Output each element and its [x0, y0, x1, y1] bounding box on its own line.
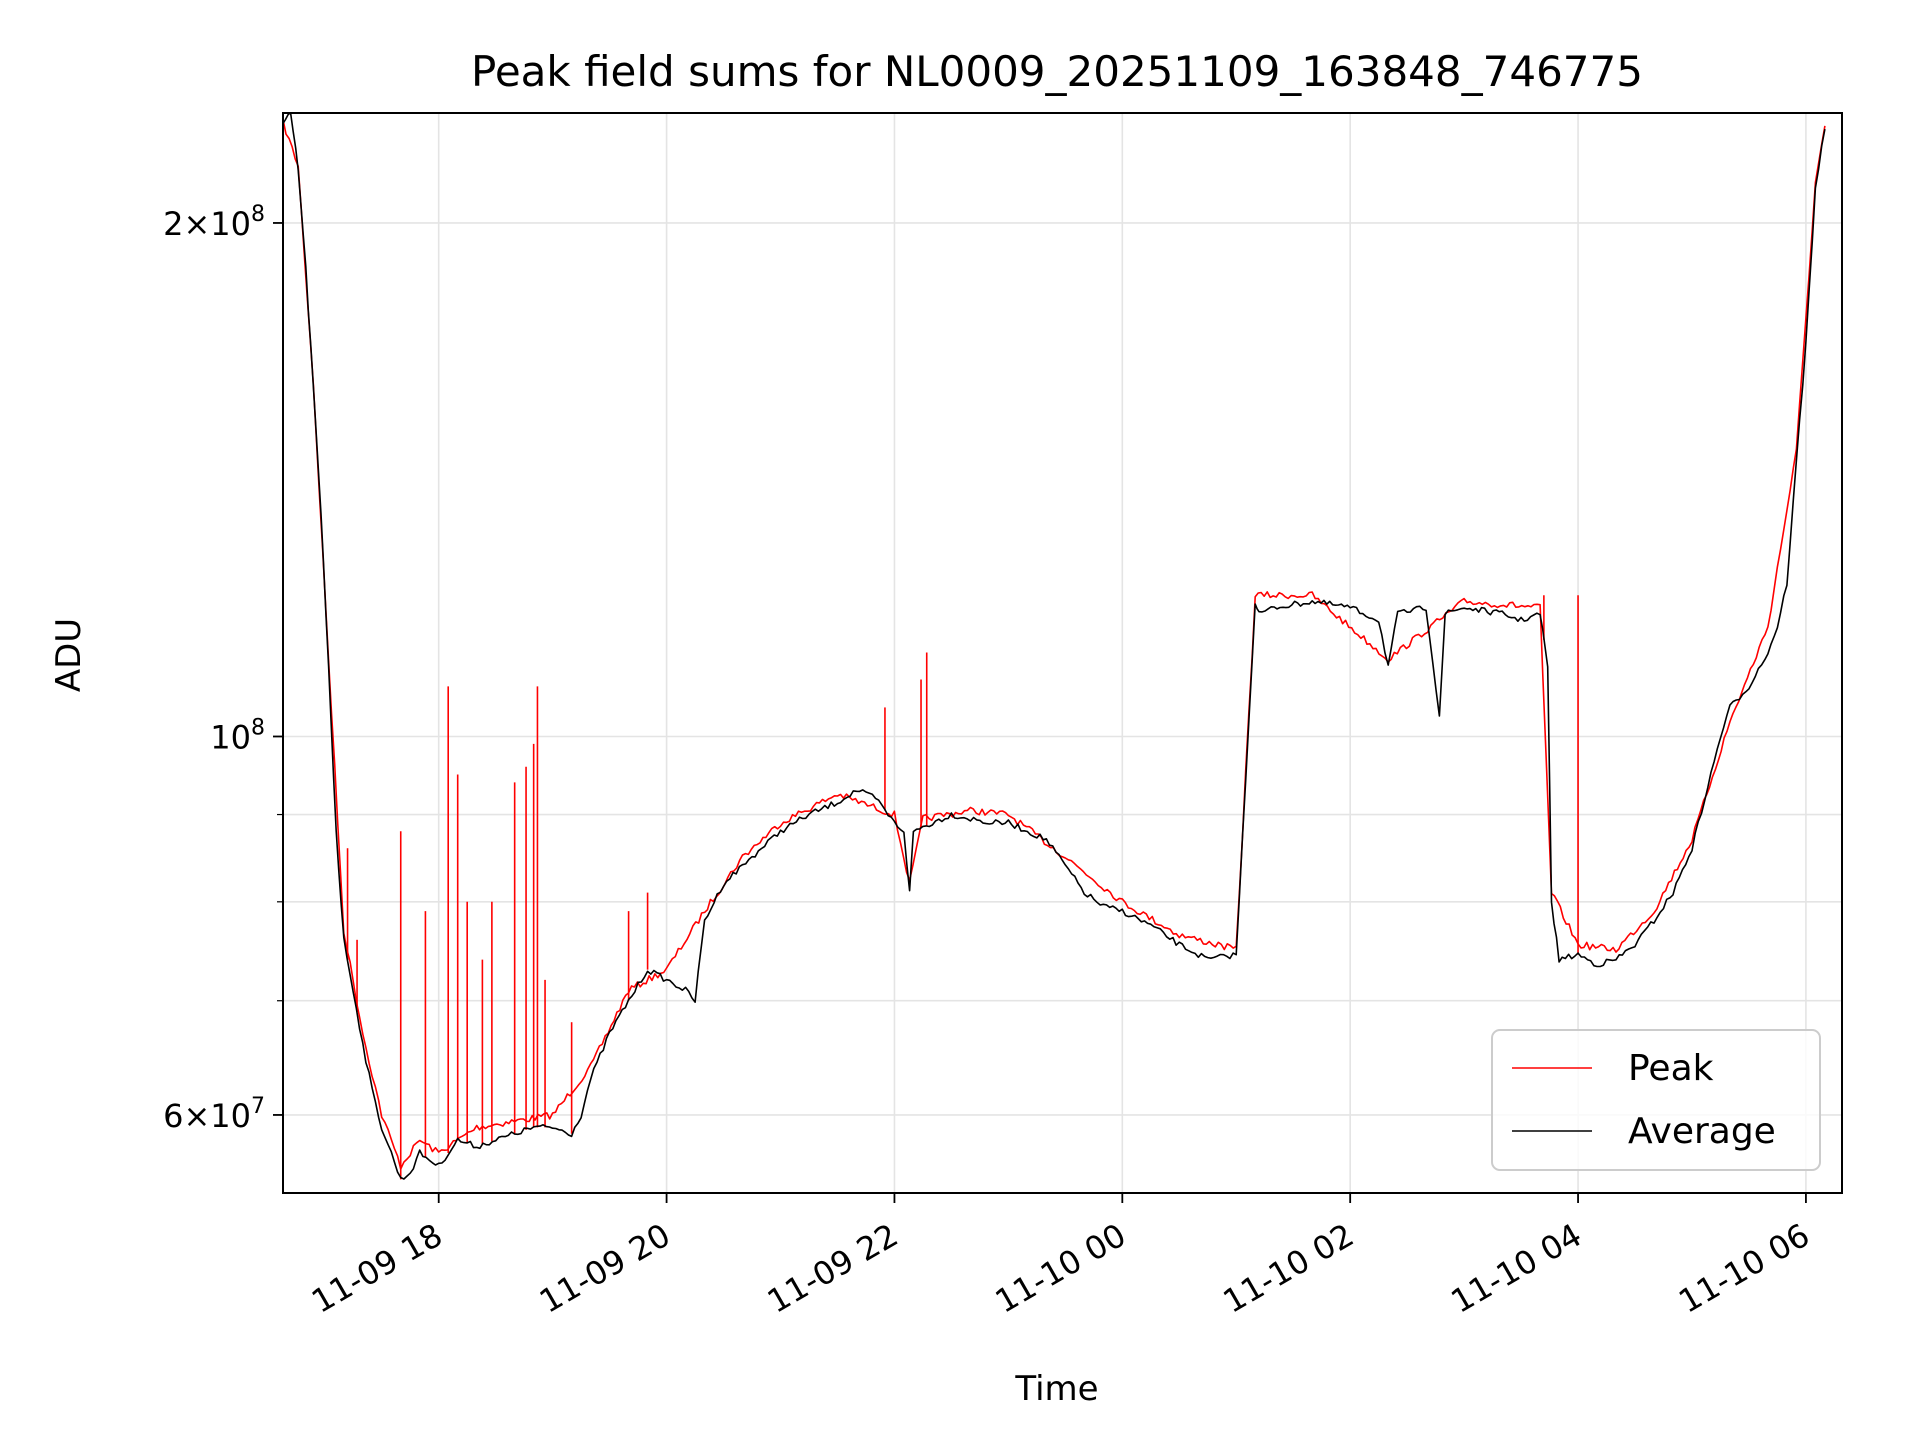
y-tick-label: 2×108: [163, 202, 265, 243]
y-axis-label: ADU: [49, 618, 89, 692]
legend-average-label: Average: [1628, 1111, 1776, 1152]
chart-title: Peak field sums for NL0009_20251109_1638…: [471, 47, 1643, 96]
series-average-line: [283, 113, 1826, 1180]
x-axis-label: Time: [1014, 1369, 1098, 1409]
plot-frame: [282, 112, 1843, 1194]
y-tick-label: 6×107: [163, 1094, 265, 1135]
y-tick-label: 108: [210, 715, 265, 756]
legend-peak-label: Peak: [1628, 1048, 1714, 1089]
legend: Peak Average: [1491, 1029, 1821, 1171]
legend-box: [1491, 1029, 1821, 1171]
series-peak-line: [283, 118, 1826, 1170]
series-layer: [283, 113, 1826, 1180]
